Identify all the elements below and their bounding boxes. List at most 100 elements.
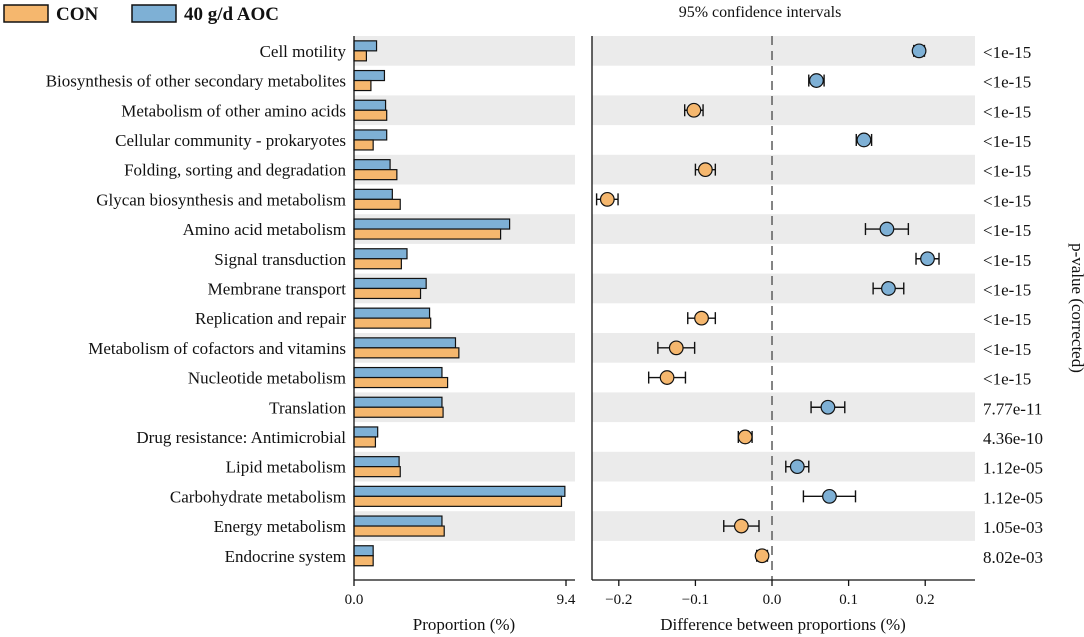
bar-con [353, 317, 432, 329]
ci-point [789, 459, 805, 475]
proportion-tick-label-max: 9.4 [557, 592, 576, 608]
difference-tick-label: 0.0 [763, 592, 782, 608]
ci-title: 95% confidence intervals [679, 4, 842, 21]
category-label: Lipid metabolism [226, 458, 346, 477]
p-value-labels: <1e-15 <1e-15 <1e-15 <1e-15 <1e-15 <1e-15 <1e-… [983, 43, 1043, 567]
bar-con [353, 79, 372, 92]
proportion-axis-label: Proportion (%) [413, 615, 515, 634]
p-value-label: <1e-15 [983, 251, 1031, 270]
difference-tick-label: −0.1 [682, 592, 709, 608]
bar-aoc [353, 426, 379, 438]
row-stripe-right [592, 36, 975, 66]
p-value-label: <1e-15 [983, 73, 1031, 92]
category-label: Metabolism of cofactors and vitamins [88, 339, 346, 358]
legend-label-con: CON [56, 4, 99, 25]
confidence-interval-marks [595, 43, 940, 564]
bar-con [353, 347, 460, 359]
category-label: Translation [269, 398, 346, 417]
category-label: Glycan biosynthesis and metabolism [96, 190, 346, 209]
bar-con [353, 139, 374, 151]
p-value-label: 1.12e-05 [983, 488, 1043, 507]
p-value-label: 4.36e-10 [983, 429, 1043, 448]
category-labels: Cell motility Biosynthesis of other secon… [46, 42, 347, 566]
bar-aoc [353, 515, 443, 527]
bar-aoc [353, 129, 388, 141]
legend-swatch-con [3, 4, 49, 23]
bar-aoc [353, 337, 457, 349]
bar-aoc [353, 456, 400, 468]
bar-aoc [353, 248, 408, 260]
ci-point [820, 399, 836, 415]
difference-axis: Difference between proportions (%) −0.2 −… [591, 36, 975, 634]
bar-aoc [353, 159, 391, 171]
bar-con [353, 466, 401, 478]
category-label: Cell motility [260, 42, 347, 61]
bar-aoc [353, 307, 431, 319]
row-stripe-right [592, 333, 975, 363]
ci-point [809, 73, 824, 88]
category-label: Drug resistance: Antimicrobial [136, 428, 346, 447]
category-label: Membrane transport [208, 279, 347, 298]
category-label: Cellular community - prokaryotes [115, 131, 346, 150]
bar-aoc [353, 485, 566, 497]
ci-point [599, 191, 615, 207]
bar-aoc [353, 545, 374, 557]
p-value-axis-label: p-value (corrected) [1068, 243, 1084, 373]
bar-con [353, 525, 445, 537]
difference-tick-label: 0.1 [839, 592, 858, 608]
ci-point [686, 102, 702, 118]
bar-aoc [353, 188, 393, 200]
bar-con [353, 495, 563, 507]
p-value-label: 1.12e-05 [983, 459, 1043, 478]
row-stripe-right [592, 392, 975, 423]
bar-con [353, 169, 398, 181]
bar-aoc [353, 366, 443, 379]
bar-aoc [353, 69, 386, 82]
row-stripe-right [592, 214, 975, 244]
row-stripe-right [592, 154, 975, 185]
p-value-label: <1e-15 [983, 221, 1031, 240]
category-label: Energy metabolism [214, 517, 346, 536]
bar-aoc [353, 218, 511, 230]
ci-point [881, 281, 896, 296]
bar-aoc [353, 40, 378, 52]
bar-con [353, 376, 449, 389]
ci-point [754, 548, 770, 564]
p-value-label: 7.77e-11 [983, 399, 1042, 418]
bar-con [353, 50, 368, 62]
bar-con [353, 228, 502, 240]
row-stripe-right [592, 511, 975, 541]
ci-point [733, 518, 749, 534]
bar-con [353, 198, 401, 210]
row-stripe-right [592, 451, 975, 482]
p-value-label: <1e-15 [983, 280, 1031, 299]
ci-point [879, 221, 895, 237]
p-value-label: <1e-15 [983, 340, 1031, 359]
legend: CON 40 g/d AOC [3, 4, 279, 25]
proportion-tick-label-0: 0.0 [345, 592, 364, 608]
ci-point [668, 340, 684, 356]
p-value-label: <1e-15 [983, 370, 1031, 389]
difference-axis-label: Difference between proportions (%) [660, 615, 906, 634]
ci-point [659, 370, 675, 385]
category-label: Amino acid metabolism [183, 220, 346, 239]
category-label: Metabolism of other amino acids [121, 101, 346, 120]
difference-tick-label: −0.2 [605, 592, 632, 608]
bar-con [353, 555, 374, 567]
row-stripe-right [592, 273, 975, 304]
p-value-label: <1e-15 [983, 43, 1031, 62]
category-label: Folding, sorting and degradation [124, 161, 346, 180]
row-stripe-right [592, 95, 975, 126]
ci-point [694, 310, 709, 326]
bar-con [353, 436, 377, 448]
proportion-axis: 0.0 9.4 Proportion (%) [345, 36, 576, 634]
category-label: Carbohydrate metabolism [170, 487, 346, 506]
ci-point [856, 132, 872, 148]
p-value-label: 1.05e-03 [983, 518, 1043, 537]
bar-aoc [353, 396, 443, 408]
difference-tick-label: 0.2 [916, 592, 935, 608]
p-value-label: <1e-15 [983, 162, 1031, 181]
bar-con [353, 258, 402, 270]
ci-point [911, 43, 927, 59]
